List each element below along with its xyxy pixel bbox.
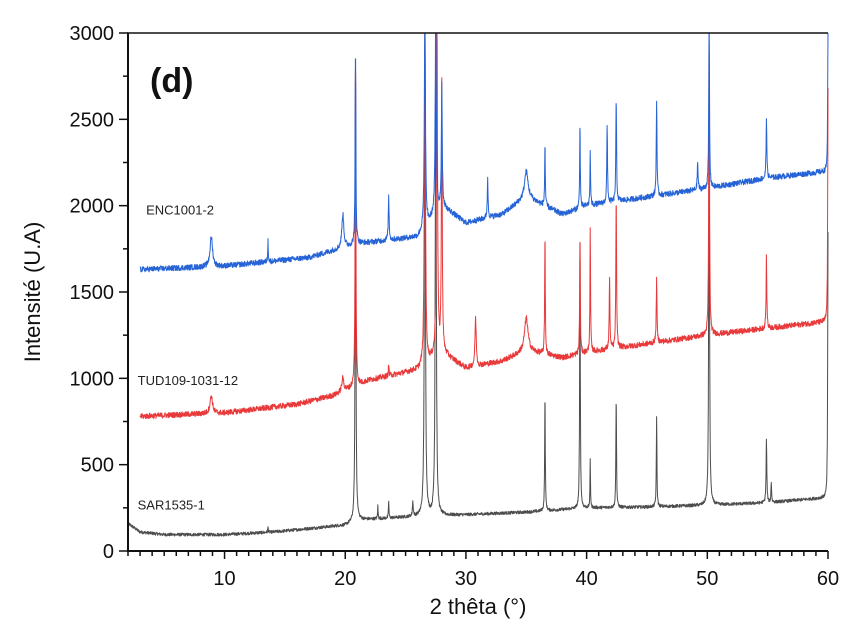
y-tick-label: 1500 [70,282,115,304]
y-tick-label: 500 [81,455,114,477]
axes [127,32,828,552]
x-tick-label: 40 [575,568,597,590]
panel-label: (d) [150,62,193,100]
x-tick-label: 20 [334,568,356,590]
series-label: ENC1001-2 [146,202,214,217]
y-axis-title: Intensité (U.A) [20,222,45,363]
y-tick-label: 2500 [70,109,115,131]
ticks: 10 20 30 40 50 60 0 500 1000 1500 2000 2500 3000 [70,23,840,590]
series-labels: SAR1535-1 TUD109-1031-12 ENC1001-2 [138,202,238,512]
series-line-enc1001-2 [139,32,829,273]
x-tick-label: 30 [455,568,477,590]
x-tick-label: 50 [696,568,718,590]
y-tick-label: 0 [103,541,114,563]
traces [127,32,829,537]
y-tick-label: 1000 [70,368,115,390]
series-line-sar1535-1 [127,32,829,537]
x-tick-label: 10 [213,568,235,590]
x-tick-label: 60 [817,568,839,590]
series-line-tud109-1031-12 [139,32,829,419]
series-label: TUD109-1031-12 [138,373,238,388]
series-label: SAR1535-1 [138,498,205,513]
x-axis-title: 2 thêta (°) [430,594,527,619]
y-tick-label: 2000 [70,196,115,218]
y-tick-label: 3000 [70,23,115,45]
